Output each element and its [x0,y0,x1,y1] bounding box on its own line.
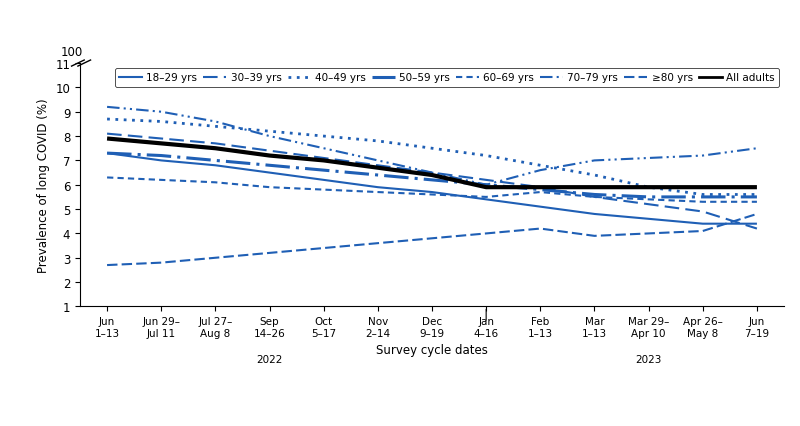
X-axis label: Survey cycle dates: Survey cycle dates [376,343,488,357]
Y-axis label: Prevalence of long COVID (%): Prevalence of long COVID (%) [37,98,50,272]
Text: 100: 100 [61,46,82,58]
Legend: 18–29 yrs, 30–39 yrs, 40–49 yrs, 50–59 yrs, 60–69 yrs, 70–79 yrs, ≥80 yrs, All a: 18–29 yrs, 30–39 yrs, 40–49 yrs, 50–59 y… [115,69,778,87]
Text: 2023: 2023 [635,354,662,364]
Text: 2022: 2022 [256,354,282,364]
